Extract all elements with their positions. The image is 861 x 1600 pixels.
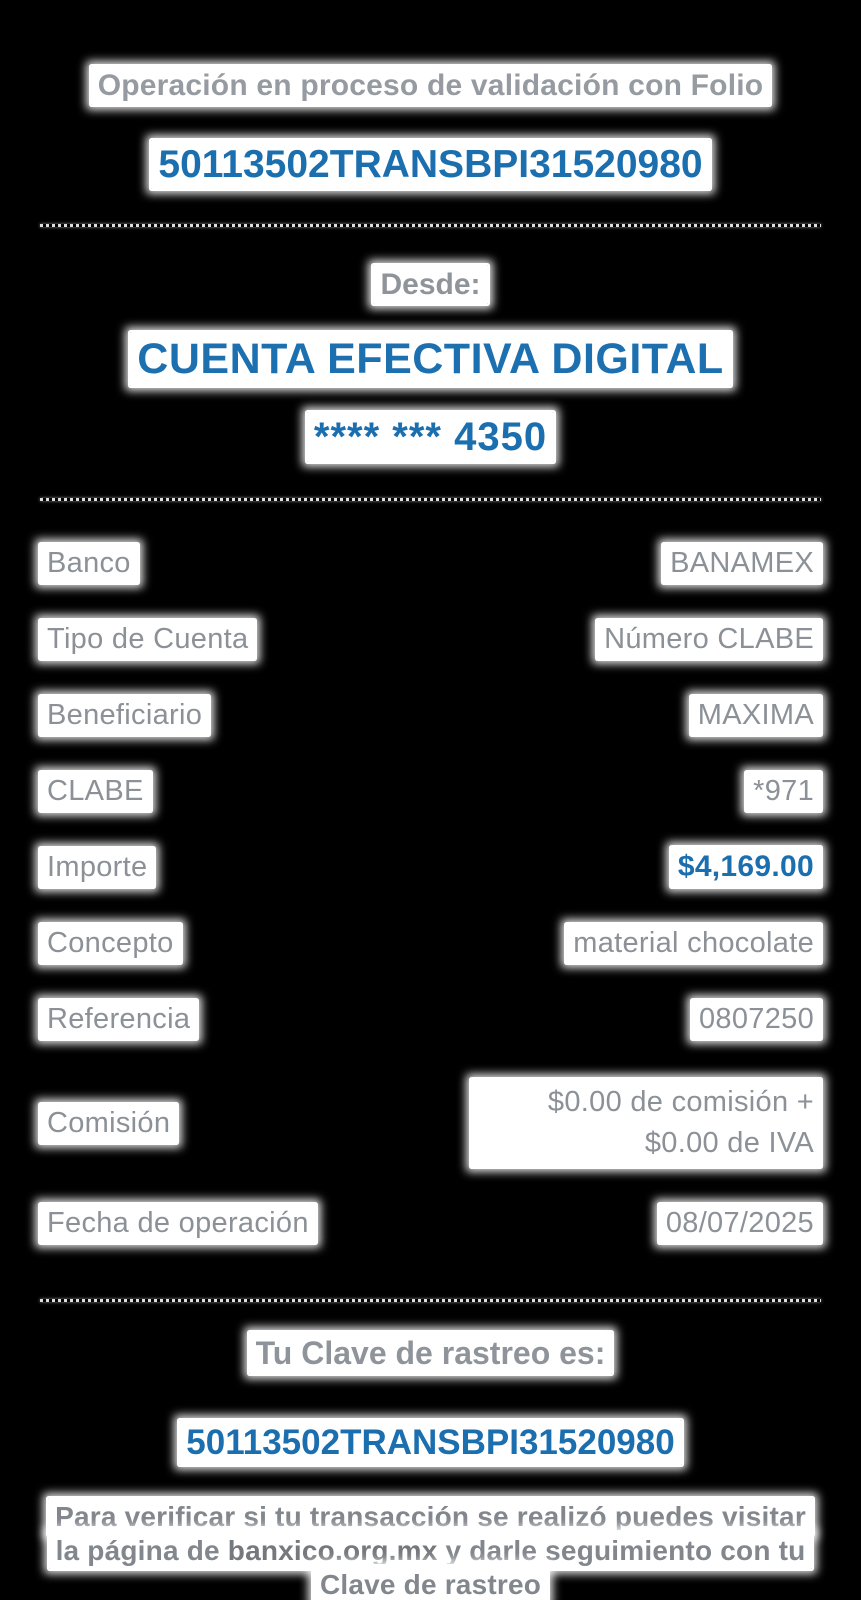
table-row-beneficiario: Beneficiario MAXIMA xyxy=(40,695,821,735)
detail-value: 0807250 xyxy=(692,999,821,1039)
dashed-divider xyxy=(40,1299,821,1302)
detail-label: Comisión xyxy=(40,1103,178,1143)
detail-value: BANAMEX xyxy=(663,543,821,583)
detail-value: $0.00 de comisión + $0.00 de IVA xyxy=(471,1079,821,1167)
amount-value: $4,169.00 xyxy=(670,847,821,887)
detail-label: Beneficiario xyxy=(40,695,210,735)
detail-value: Número CLABE xyxy=(597,619,821,659)
tracking-key-title: Tu Clave de rastreo es: xyxy=(40,1332,821,1374)
detail-label: Banco xyxy=(40,543,138,583)
detail-value: 08/07/2025 xyxy=(658,1203,821,1243)
detail-label: CLABE xyxy=(40,771,151,811)
source-account-mask: **** *** 4350 xyxy=(40,412,821,462)
detail-label: Fecha de operación xyxy=(40,1203,316,1243)
table-row-tipo-de-cuenta: Tipo de Cuenta Número CLABE xyxy=(40,619,821,659)
table-row-banco: Banco BANAMEX xyxy=(40,543,821,583)
detail-value: material chocolate xyxy=(566,923,821,963)
note-text-before: Para verificar si tu transacción se real… xyxy=(55,1501,806,1566)
table-row-referencia: Referencia 0807250 xyxy=(40,999,821,1039)
table-row-fecha-de-operacion: Fecha de operación 08/07/2025 xyxy=(40,1203,821,1243)
source-account-name: CUENTA EFECTIVA DIGITAL xyxy=(40,332,821,386)
note-text-after: y darle seguimiento con tu Clave de rast… xyxy=(319,1535,806,1600)
detail-value: *971 xyxy=(746,771,821,811)
folio-number: 50113502TRANSBPI31520980 xyxy=(40,140,821,189)
detail-label: Referencia xyxy=(40,999,198,1039)
detail-label: Importe xyxy=(40,847,155,887)
detail-label: Concepto xyxy=(40,923,181,963)
table-row-clabe: CLABE *971 xyxy=(40,771,821,811)
validation-status-text: Operación en proceso de validación con F… xyxy=(40,66,821,105)
detail-value: MAXIMA xyxy=(690,695,821,735)
table-row-importe: Importe $4,169.00 xyxy=(40,847,821,887)
table-row-concepto: Concepto material chocolate xyxy=(40,923,821,963)
table-row-comision: Comisión $0.00 de comisión + $0.00 de IV… xyxy=(40,1079,821,1167)
source-section-label: Desde: xyxy=(40,265,821,304)
detail-label: Tipo de Cuenta xyxy=(40,619,256,659)
verification-note: Para verificar si tu transacción se real… xyxy=(40,1498,821,1600)
dashed-divider xyxy=(40,498,821,501)
transfer-details-list: Banco BANAMEX Tipo de Cuenta Número CLAB… xyxy=(40,543,821,1243)
banxico-link[interactable]: banxico.org.mx xyxy=(227,1535,438,1566)
dashed-divider xyxy=(40,224,821,227)
tracking-key-value: 50113502TRANSBPI31520980 xyxy=(40,1420,821,1465)
